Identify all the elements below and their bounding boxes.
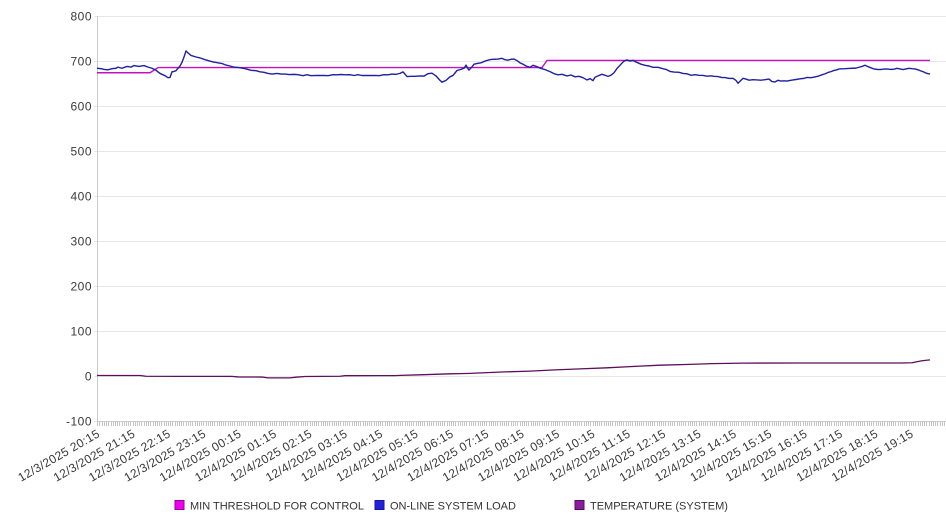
svg-text:200: 200	[70, 280, 92, 294]
svg-text:100: 100	[70, 325, 92, 339]
svg-text:700: 700	[70, 55, 92, 69]
svg-text:400: 400	[70, 190, 92, 204]
svg-text:TEMPERATURE (SYSTEM): TEMPERATURE (SYSTEM)	[590, 501, 728, 513]
svg-text:ON-LINE SYSTEM LOAD: ON-LINE SYSTEM LOAD	[390, 501, 516, 513]
svg-text:MIN THRESHOLD FOR CONTROL: MIN THRESHOLD FOR CONTROL	[190, 501, 364, 513]
svg-text:0: 0	[85, 370, 92, 384]
svg-text:500: 500	[70, 145, 92, 159]
svg-text:-100: -100	[66, 415, 92, 429]
svg-text:600: 600	[70, 100, 92, 114]
svg-text:800: 800	[70, 10, 92, 24]
svg-text:300: 300	[70, 235, 92, 249]
